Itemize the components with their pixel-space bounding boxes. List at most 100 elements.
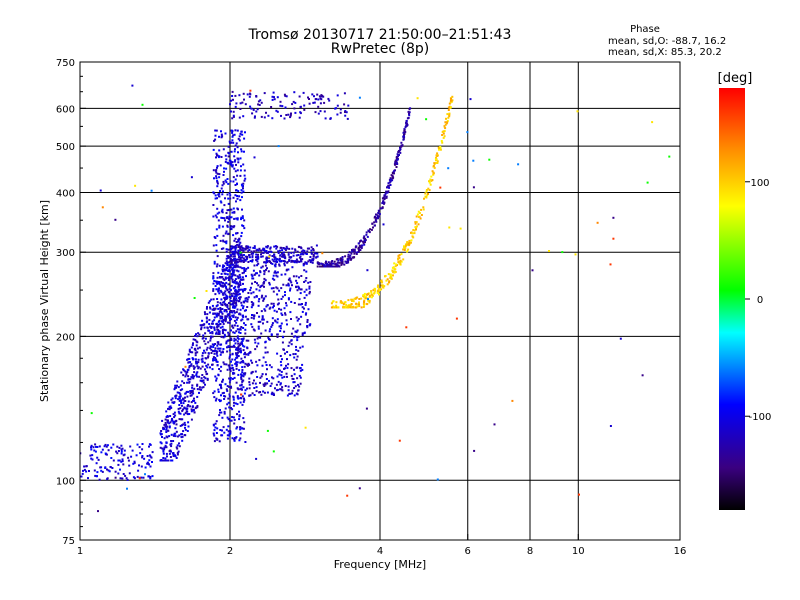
data-point-2	[222, 180, 225, 183]
data-point-4	[283, 307, 286, 310]
data-point-8	[337, 306, 340, 309]
data-point-5	[270, 251, 273, 254]
data-point-2	[220, 411, 223, 414]
data-point-8	[381, 281, 384, 284]
data-point-1	[233, 292, 236, 295]
data-point-1	[165, 446, 168, 449]
data-point-2	[233, 217, 236, 220]
data-point-6	[317, 112, 320, 115]
data-point-8	[352, 305, 355, 308]
data-point-2	[227, 248, 230, 251]
data-point-1	[194, 349, 197, 352]
data-point-5	[236, 261, 239, 263]
data-point-1	[197, 367, 200, 370]
data-point-4	[301, 306, 304, 309]
data-point-1	[162, 450, 165, 453]
data-point-2	[242, 386, 245, 389]
data-point-5	[247, 245, 250, 248]
data-point-5	[283, 247, 286, 250]
data-point-8	[393, 271, 396, 274]
data-point-4	[229, 289, 232, 292]
data-point-2	[233, 306, 236, 309]
data-point-1	[193, 348, 196, 351]
data-point-0	[121, 477, 124, 480]
data-point-1	[221, 304, 224, 306]
data-point-5	[261, 251, 264, 254]
data-point-8	[426, 194, 429, 197]
data-point-4	[247, 292, 250, 294]
data-point-3	[247, 353, 250, 356]
data-point-6	[253, 116, 256, 119]
data-point-2	[213, 312, 216, 315]
data-point-2	[227, 202, 230, 205]
data-point-2	[240, 235, 243, 238]
data-point-6	[336, 104, 339, 107]
data-point-2	[234, 342, 237, 345]
data-point-2	[227, 182, 230, 185]
data-point-4	[233, 319, 236, 322]
colorbar	[719, 88, 745, 510]
data-point-2	[234, 295, 237, 298]
data-point-5	[306, 247, 309, 250]
data-point-1	[237, 265, 240, 268]
data-point-7	[373, 216, 376, 219]
noise-point	[99, 189, 102, 192]
data-point-0	[140, 465, 143, 468]
data-point-0	[90, 444, 93, 447]
data-point-3	[294, 385, 297, 388]
data-point-1	[239, 282, 242, 285]
data-point-5	[231, 258, 234, 261]
data-point-2	[236, 146, 239, 149]
data-point-1	[204, 332, 207, 335]
data-point-1	[162, 457, 165, 459]
data-point-3	[245, 363, 248, 366]
data-point-1	[170, 445, 173, 448]
data-point-5	[294, 249, 297, 252]
data-point-3	[248, 363, 251, 366]
data-point-3	[261, 364, 264, 367]
data-point-1	[208, 300, 211, 303]
data-point-4	[271, 324, 274, 327]
data-point-2	[240, 165, 242, 168]
data-point-2	[238, 350, 241, 353]
data-point-3	[286, 394, 289, 397]
data-point-1	[185, 390, 188, 393]
data-point-1	[237, 240, 240, 243]
data-point-6	[339, 111, 342, 114]
data-point-7	[399, 151, 402, 154]
data-point-2	[226, 350, 229, 353]
data-point-2	[225, 281, 228, 284]
data-point-7	[349, 254, 352, 257]
data-point-8	[439, 147, 442, 150]
data-point-4	[283, 262, 286, 265]
data-point-4	[259, 286, 262, 289]
data-point-2	[224, 241, 227, 243]
noise-point	[425, 118, 428, 121]
data-point-3	[281, 386, 284, 389]
data-point-4	[263, 270, 266, 273]
data-point-1	[176, 447, 179, 450]
data-point-8	[386, 278, 389, 281]
data-point-4	[278, 263, 281, 266]
data-point-4	[250, 306, 253, 309]
data-point-5	[308, 247, 310, 250]
data-point-3	[249, 394, 252, 397]
data-point-4	[291, 284, 293, 287]
data-point-0	[120, 452, 123, 455]
data-point-1	[212, 307, 215, 310]
data-point-5	[277, 250, 280, 253]
data-point-2	[242, 182, 245, 185]
data-point-2	[217, 219, 220, 222]
data-point-7	[338, 261, 341, 264]
data-point-2	[238, 410, 240, 413]
data-point-2	[213, 280, 216, 282]
data-point-1	[188, 365, 191, 367]
noise-point	[574, 253, 577, 256]
data-point-8	[406, 250, 409, 253]
data-point-6	[257, 100, 260, 103]
data-point-7	[380, 207, 383, 210]
data-point-5	[231, 245, 234, 248]
data-point-8	[377, 284, 379, 287]
data-point-5	[251, 255, 254, 258]
data-point-1	[232, 287, 235, 290]
